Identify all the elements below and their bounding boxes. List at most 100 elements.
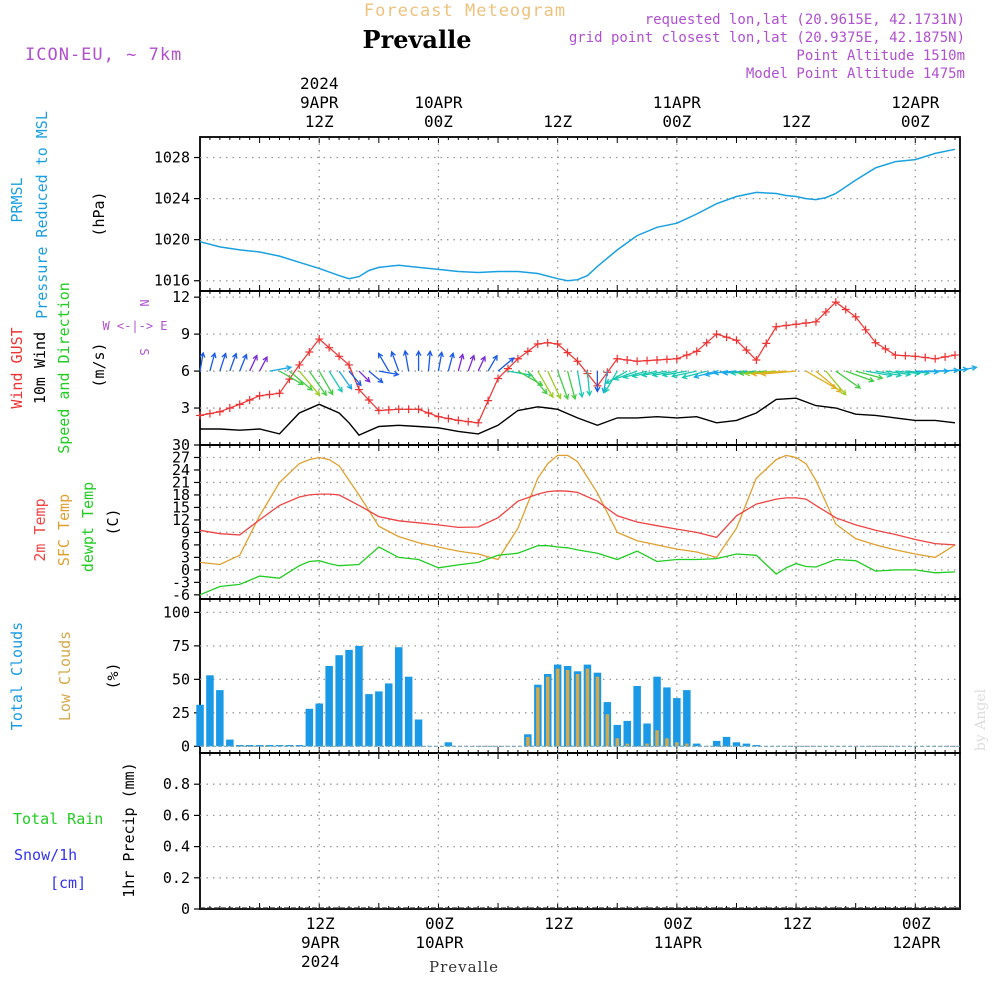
low-cloud-bar [585, 668, 590, 747]
wind-arrow [477, 356, 486, 372]
wind-arrow [604, 370, 618, 393]
top-time-label: 00Z [901, 112, 930, 131]
gust-marker [523, 347, 532, 356]
gust-marker [732, 336, 741, 345]
wind-arrow [209, 353, 216, 372]
wind-arrow [308, 370, 327, 396]
gust-marker [742, 346, 751, 355]
wind-arrow-head [377, 352, 384, 359]
total-cloud-bar [722, 736, 731, 747]
top-time-label: 12APR [891, 93, 940, 112]
gust-marker [613, 354, 622, 363]
wind-arrow-head [760, 370, 767, 377]
wind-arrow [298, 370, 321, 396]
gust-marker [722, 333, 731, 342]
wind-arrow [487, 355, 498, 372]
bottom-time-label: 12Z [306, 914, 335, 933]
gust-marker [275, 389, 284, 398]
wind-arrow-head [210, 351, 217, 359]
wind-arrow [404, 350, 410, 372]
gust-marker [682, 351, 691, 360]
gust-marker [871, 338, 880, 347]
gust-marker [623, 355, 632, 364]
wind-arrow-head [571, 393, 577, 401]
gust-marker [374, 406, 383, 415]
wind-arrow [662, 370, 687, 376]
wind-arrow-head [613, 375, 620, 381]
wind-arrow-head [321, 390, 327, 397]
gust-marker [354, 385, 363, 394]
y-tick-label: 6 [181, 362, 190, 380]
gust-marker [901, 351, 910, 360]
low-cloud-bar [675, 742, 679, 747]
wind-arrow-head [377, 377, 384, 384]
gust-marker [762, 339, 771, 348]
total-cloud-bar [414, 719, 423, 747]
bottom-time-label: 12Z [783, 914, 812, 933]
wind-arrow-head [586, 390, 593, 397]
gust-marker [305, 347, 314, 356]
wind-arrow-head [402, 349, 409, 356]
snow-unit-label: [cm] [50, 874, 86, 892]
wind-arrow [557, 370, 569, 400]
y-tick-label: 30 [172, 436, 190, 454]
wind-gust-label: Wind GUST [8, 327, 26, 408]
wind-arrow-head [346, 383, 353, 391]
y-tick-label: 0.6 [163, 806, 190, 824]
wind-arrow [731, 370, 757, 374]
panel-frame-pressure [199, 136, 961, 292]
y-tick-label: 9 [181, 325, 190, 343]
wind-arrow [199, 352, 204, 372]
wind-arrow-head [744, 370, 751, 377]
low-cloud-bar [615, 738, 619, 747]
wind-arrow-head [199, 351, 206, 358]
wind-arrow [745, 370, 777, 375]
wind-arrow-head [364, 376, 371, 383]
y-tick-label: 0.8 [163, 775, 190, 793]
gust-marker [215, 407, 224, 416]
total-cloud-bar [196, 704, 204, 747]
panel-frame-precip [199, 752, 961, 910]
wind-arrow [739, 370, 767, 375]
wind-arrow [566, 370, 576, 400]
top-time-label: 00Z [424, 112, 453, 131]
wind-arrow-head [285, 365, 293, 371]
y-tick-label: 6 [181, 536, 190, 554]
total-cloud-bar [633, 686, 641, 747]
wind-arrow-head [438, 350, 444, 358]
wind-arrow [338, 370, 353, 390]
top-time-label: 10APR [414, 93, 463, 112]
footer-location: Prevalle [429, 958, 499, 976]
wind-arrow [855, 370, 883, 379]
wind-arrow [815, 370, 842, 393]
total-cloud-bar [613, 724, 621, 747]
bottom-time-label: 10APR [415, 933, 464, 952]
wind-arrow-head [750, 370, 758, 377]
gust-marker [315, 335, 324, 344]
total-cloud-bar [335, 655, 343, 747]
wind-speed-label: 10m Wind [31, 332, 49, 404]
gust-marker [533, 339, 542, 348]
total-clouds-label: Total Clouds [8, 622, 26, 730]
gust-marker [881, 344, 890, 353]
location-title: Prevalle [363, 25, 472, 54]
y-tick-label: 15 [172, 498, 190, 516]
low-cloud-bar [575, 674, 580, 747]
wind-arrow [328, 370, 343, 393]
gust-marker [692, 347, 701, 356]
wind-arrow [239, 354, 248, 372]
pressure-unit: (hPa) [90, 191, 108, 236]
wind-arrow [259, 356, 268, 372]
wind-arrow-head [306, 385, 314, 391]
wind-arrow-head [670, 372, 678, 379]
wind-arrow-head [840, 389, 847, 396]
bottom-time-label: 9APR [301, 933, 340, 952]
wind-arrow [269, 366, 292, 372]
wind-arrow [865, 370, 892, 377]
compass-south: S [137, 348, 151, 355]
wind-arrow-head [492, 354, 498, 361]
wind-arrow [682, 370, 707, 379]
wind-arrow [586, 371, 591, 396]
gust-marker [851, 312, 860, 321]
